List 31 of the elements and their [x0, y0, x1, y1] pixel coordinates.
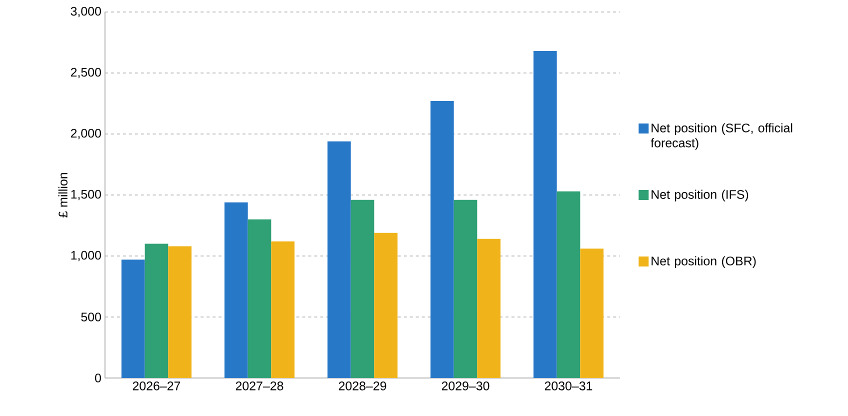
bar [248, 219, 272, 378]
bar [168, 246, 192, 378]
x-tick-label: 2029–30 [442, 382, 490, 390]
y-axis-title: £ million [58, 173, 68, 218]
legend-label: Net position (SFC, official forecast) [650, 123, 792, 150]
bar [580, 248, 604, 378]
y-tick-label: 2,000 [70, 128, 101, 140]
y-tick-label: 3,000 [70, 6, 101, 18]
bar [121, 260, 145, 378]
bar [556, 191, 580, 378]
x-tick-label: 2030–31 [544, 382, 592, 390]
bar [477, 238, 501, 378]
y-tick-label: 2,500 [70, 68, 101, 78]
y-tick-label: 1,500 [71, 190, 101, 200]
bar [533, 51, 557, 378]
bar [454, 200, 478, 378]
bar [271, 241, 295, 378]
bar [224, 202, 248, 378]
bar [327, 141, 351, 378]
x-tick-label: 2026–27 [132, 382, 180, 390]
y-tick-label: 500 [81, 312, 101, 322]
legend-label: Net position (OBR) [652, 256, 756, 268]
x-tick-label: 2027–28 [236, 382, 284, 390]
x-tick-label: 2028–29 [338, 382, 386, 390]
legend-label: Net position (IFS) [652, 190, 748, 202]
bar [350, 200, 374, 378]
bar [144, 244, 168, 378]
bar [430, 101, 454, 378]
y-tick-label: 1,000 [71, 250, 101, 262]
bar [374, 232, 398, 378]
y-tick-label: 0 [95, 374, 101, 382]
